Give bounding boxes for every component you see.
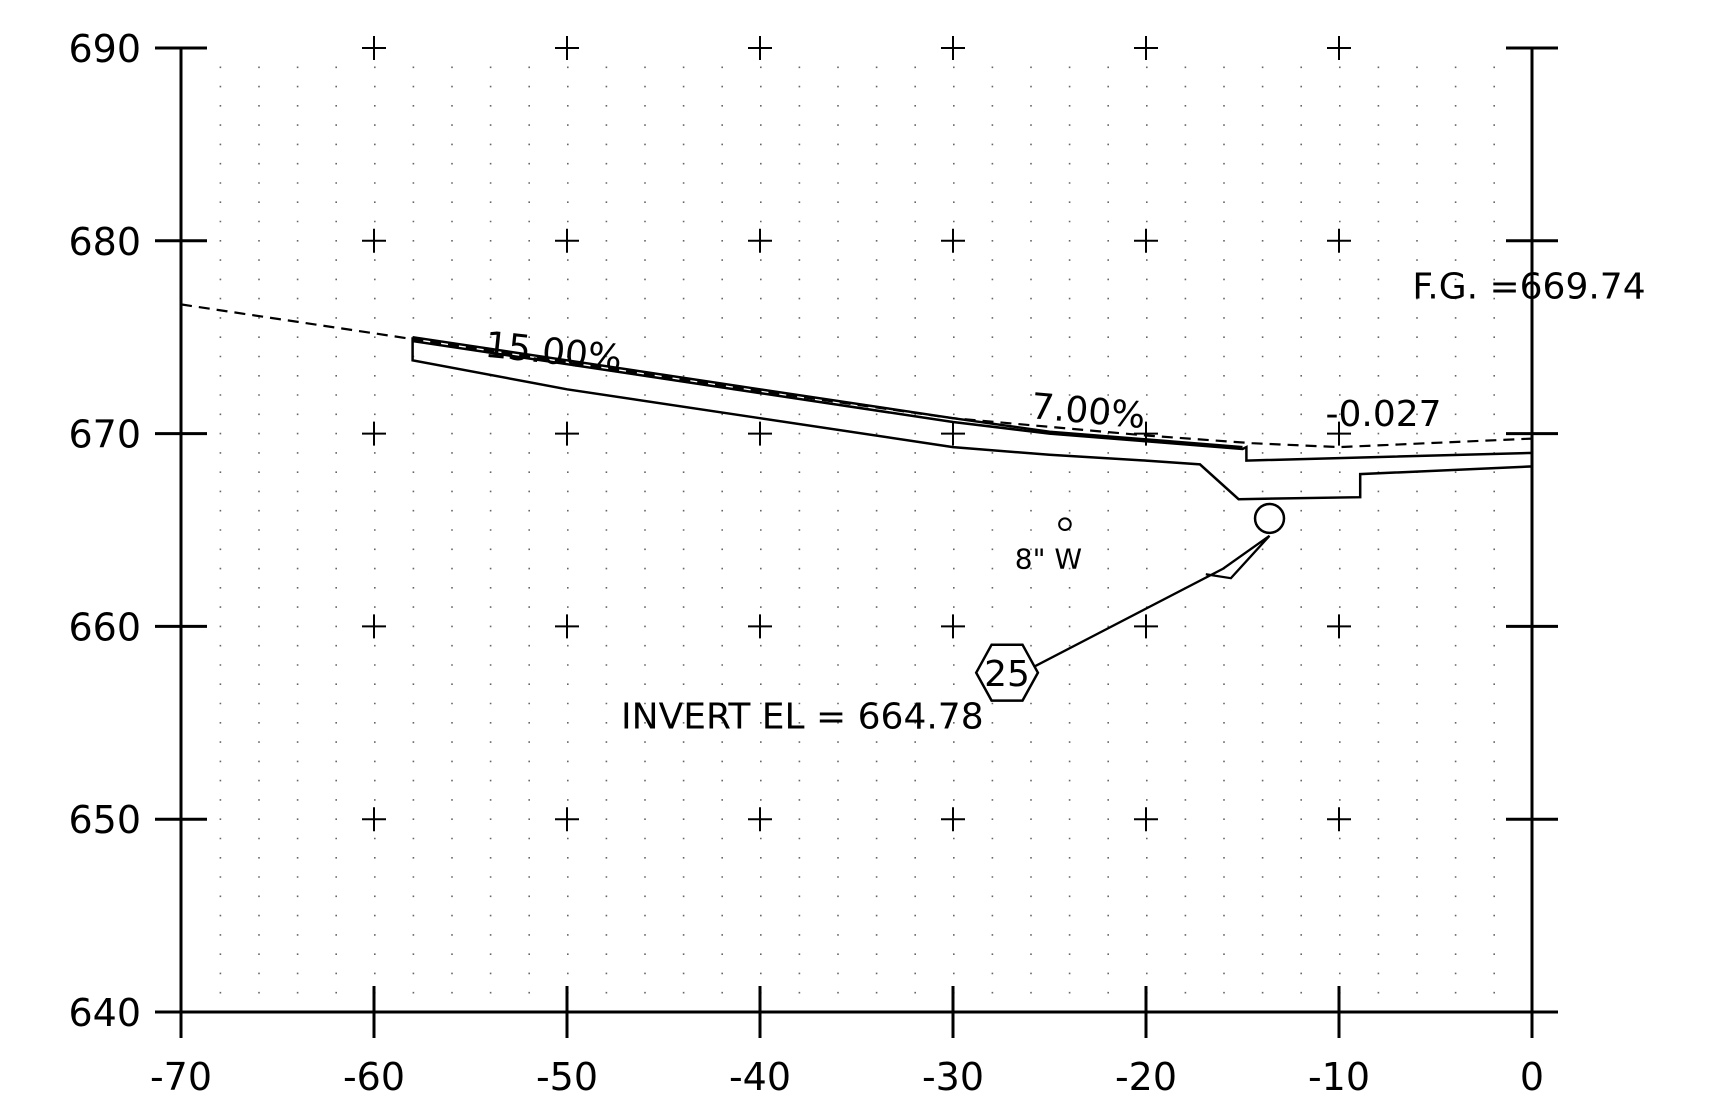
grid-cross	[748, 614, 772, 639]
annotation-label: 7.00%	[1029, 386, 1147, 437]
grid-cross	[1327, 36, 1351, 60]
grid-cross	[748, 228, 772, 253]
annotation-label: F.G. =669.74	[1412, 267, 1645, 308]
grid-cross	[941, 421, 965, 446]
grid-cross	[555, 807, 579, 832]
x-tick-label: -40	[729, 1055, 791, 1099]
detail-hexagon	[974, 643, 1040, 702]
grid-cross	[555, 614, 579, 639]
grid-cross	[1327, 228, 1351, 253]
grid-cross	[362, 421, 386, 446]
grid-cross	[1134, 614, 1158, 639]
leader-line	[1021, 534, 1271, 674]
grid-cross	[555, 36, 579, 60]
axes-layer: 640 650 660 670 680 690 -70 -60 -50 -40 -30 -20 -10 0	[68, 27, 1558, 1099]
grid-cross	[1134, 807, 1158, 832]
annotation-label: 8" W	[1015, 543, 1082, 576]
pipe-circle	[1253, 502, 1286, 535]
grid-cross	[941, 228, 965, 253]
grid-cross	[748, 36, 772, 60]
x-tick-label: 0	[1520, 1055, 1544, 1099]
annotation-label: 25	[984, 654, 1030, 695]
pavement-top-line	[412, 335, 1243, 449]
x-tick-label: -10	[1308, 1055, 1370, 1099]
grid-cross	[362, 614, 386, 639]
x-tick-label: -70	[150, 1055, 212, 1099]
x-tick-label: -50	[536, 1055, 598, 1099]
grid-cross	[748, 421, 772, 446]
y-tick-label: 670	[68, 413, 141, 457]
y-tick-label: 660	[68, 605, 141, 649]
grid-cross	[362, 228, 386, 253]
grid-cross	[1134, 36, 1158, 60]
y-tick-label: 690	[68, 27, 141, 71]
grid-cross	[941, 807, 965, 832]
grid-cross	[555, 228, 579, 253]
grid-dots	[219, 66, 1495, 994]
grid-cross	[748, 807, 772, 832]
y-tick-label: 680	[68, 220, 141, 264]
x-tick-label: -30	[922, 1055, 984, 1099]
grid-cross	[1327, 421, 1351, 446]
water-line-marker	[1058, 517, 1072, 532]
grid-cross	[1327, 807, 1351, 832]
y-tick-label: 640	[68, 991, 141, 1035]
grid-cross	[362, 36, 386, 60]
grid-layer	[219, 36, 1495, 994]
grid-cross	[1327, 614, 1351, 639]
y-tick-label: 650	[68, 798, 141, 842]
grid-cross	[362, 807, 386, 832]
annotation-label: 15.00%	[483, 325, 624, 380]
grid-cross	[941, 36, 965, 60]
annotation-label: -0.027	[1325, 394, 1441, 435]
annotation-label: INVERT EL = 664.78	[621, 697, 984, 738]
grid-cross	[1134, 228, 1158, 253]
x-tick-label: -60	[343, 1055, 405, 1099]
pavement-section	[411, 337, 1534, 501]
grid-cross	[941, 614, 965, 639]
profile-layer	[180, 303, 1534, 702]
label-layer: 15.00% 7.00% -0.027 F.G. =669.74 8" W INVERT …	[483, 267, 1646, 738]
grid-cross	[555, 421, 579, 446]
x-tick-label: -20	[1115, 1055, 1177, 1099]
